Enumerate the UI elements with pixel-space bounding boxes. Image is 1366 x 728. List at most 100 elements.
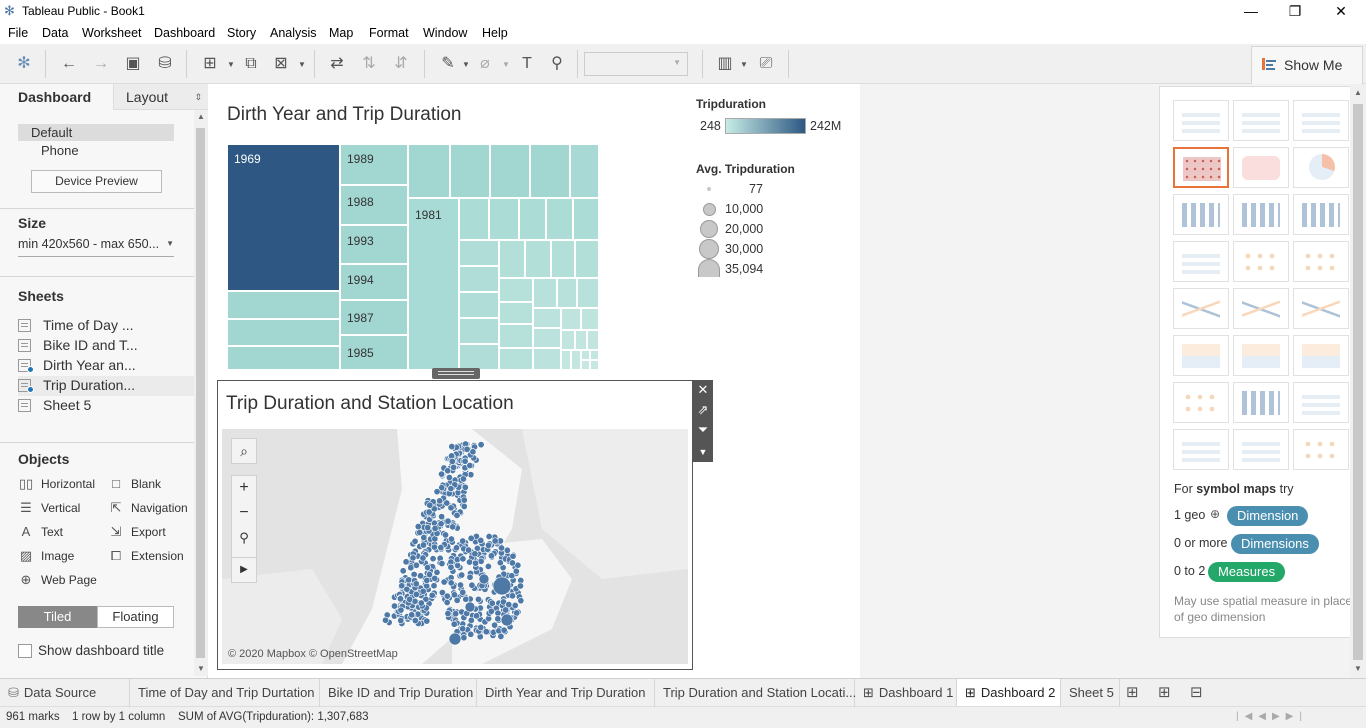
zoom-out-icon[interactable]: − (239, 504, 249, 521)
menu-map[interactable]: Map (329, 26, 354, 40)
station-point[interactable] (447, 535, 455, 543)
show-me-tab[interactable]: Show Me (1251, 46, 1363, 84)
station-point[interactable] (448, 457, 456, 465)
redo-icon[interactable]: → (93, 55, 109, 72)
treemap-cell[interactable] (587, 330, 599, 350)
station-point[interactable] (382, 616, 390, 624)
station-point[interactable] (424, 564, 432, 572)
station-point[interactable] (511, 601, 519, 609)
treemap-cell[interactable] (561, 350, 571, 370)
station-point[interactable] (513, 609, 521, 617)
treemap-cell[interactable] (590, 350, 599, 360)
station-point[interactable] (459, 475, 467, 483)
dual-combination-icon[interactable] (1293, 335, 1349, 376)
new-dashboard-icon[interactable]: ⊞ (1158, 684, 1171, 701)
treemap-cell[interactable] (551, 240, 575, 278)
station-point[interactable] (433, 568, 441, 576)
close-icon[interactable]: ✕ (697, 382, 709, 397)
station-point[interactable] (447, 504, 455, 512)
menu-window[interactable]: Window (423, 26, 468, 40)
heat-map-icon[interactable] (1233, 100, 1289, 141)
station-point[interactable] (459, 588, 467, 596)
station-point[interactable] (422, 595, 430, 603)
station-point[interactable] (512, 567, 520, 575)
station-point[interactable] (430, 505, 438, 513)
station-point[interactable] (467, 630, 475, 638)
treemap-cell[interactable] (450, 144, 490, 198)
save-icon[interactable]: ▣ (125, 55, 141, 72)
station-point[interactable] (424, 524, 432, 532)
device-preview-button[interactable]: Device Preview (31, 170, 162, 193)
station-point[interactable] (508, 572, 516, 580)
station-point[interactable] (508, 559, 516, 567)
station-point[interactable] (509, 552, 517, 560)
tab-time-of-day[interactable]: Time of Day and Trip Durtation (130, 679, 320, 707)
station-point[interactable] (407, 564, 415, 572)
station-point[interactable] (447, 579, 455, 587)
station-point[interactable] (402, 558, 410, 566)
treemap-cell[interactable] (519, 198, 546, 240)
station-point[interactable] (447, 485, 455, 493)
treemap-chart[interactable]: 1969 1989 1988 1993 1994 1987 1985 1981 (227, 144, 599, 370)
station-point[interactable] (517, 597, 525, 605)
treemap-cell[interactable] (459, 240, 499, 266)
station-point[interactable] (447, 563, 455, 571)
station-point[interactable] (459, 555, 467, 563)
new-worksheet-icon[interactable]: ⊞ (203, 55, 217, 72)
station-point[interactable] (431, 524, 439, 532)
station-point[interactable] (450, 463, 458, 471)
lines-discrete-icon[interactable] (1233, 288, 1289, 329)
station-point[interactable] (431, 574, 439, 582)
station-point[interactable] (477, 441, 485, 449)
station-point[interactable] (449, 523, 457, 531)
histogram-icon[interactable] (1233, 382, 1289, 423)
box-and-whisker-icon[interactable] (1293, 382, 1349, 423)
treemap-cell[interactable] (489, 198, 519, 240)
station-point[interactable] (440, 578, 448, 586)
side-by-side-circles-icon[interactable] (1293, 241, 1349, 282)
treemap-cell[interactable] (533, 328, 561, 348)
station-point[interactable] (438, 589, 446, 597)
station-point[interactable] (438, 484, 446, 492)
go-to-sheet-icon[interactable]: ⇗ (697, 402, 709, 417)
sheet-item-bike-id[interactable]: Bike ID and T... (18, 336, 194, 356)
scatter-plot-icon[interactable] (1173, 382, 1229, 423)
fix-axes-icon[interactable]: ⚲ (551, 55, 563, 72)
menu-data[interactable]: Data (42, 26, 69, 40)
treemap-cell[interactable] (533, 308, 561, 328)
treemap-cell[interactable] (561, 308, 581, 330)
station-point[interactable] (477, 536, 485, 544)
station-point[interactable] (445, 474, 453, 482)
right-scrollbar[interactable]: ▲ ▼ (1350, 84, 1366, 678)
station-point[interactable] (466, 573, 474, 581)
tiled-button[interactable]: Tiled (18, 606, 97, 628)
show-title-checkbox[interactable] (18, 644, 32, 658)
station-point[interactable] (459, 625, 467, 633)
station-point[interactable] (471, 550, 479, 558)
station-point[interactable] (399, 567, 407, 575)
pin-icon[interactable]: ⚲ (239, 530, 249, 545)
treemap-cell[interactable] (590, 360, 599, 370)
station-point[interactable] (488, 599, 496, 607)
treemap-cell[interactable] (340, 264, 408, 300)
treemap-cell[interactable] (546, 198, 573, 240)
horizontal-bars-icon[interactable] (1173, 194, 1229, 235)
treemap-cell[interactable] (408, 144, 450, 198)
station-point[interactable] (465, 546, 473, 554)
show-mark-labels-icon[interactable]: T (522, 55, 532, 72)
station-point[interactable] (429, 555, 437, 563)
swap-rows-columns-icon[interactable]: ⇄ (330, 55, 344, 72)
station-point[interactable] (442, 531, 450, 539)
station-point[interactable] (503, 546, 511, 554)
station-point[interactable] (469, 448, 477, 456)
area-discrete-icon[interactable] (1233, 335, 1289, 376)
station-point[interactable] (467, 534, 475, 542)
station-point[interactable] (472, 559, 480, 567)
station-point[interactable] (425, 508, 433, 516)
object-text[interactable]: A Text (18, 524, 63, 539)
station-point[interactable] (443, 598, 451, 606)
object-export[interactable]: ⇲ Export (108, 524, 166, 540)
station-point[interactable] (487, 552, 495, 560)
treemap-cell[interactable] (227, 144, 340, 291)
treemap-cell[interactable] (533, 278, 557, 308)
